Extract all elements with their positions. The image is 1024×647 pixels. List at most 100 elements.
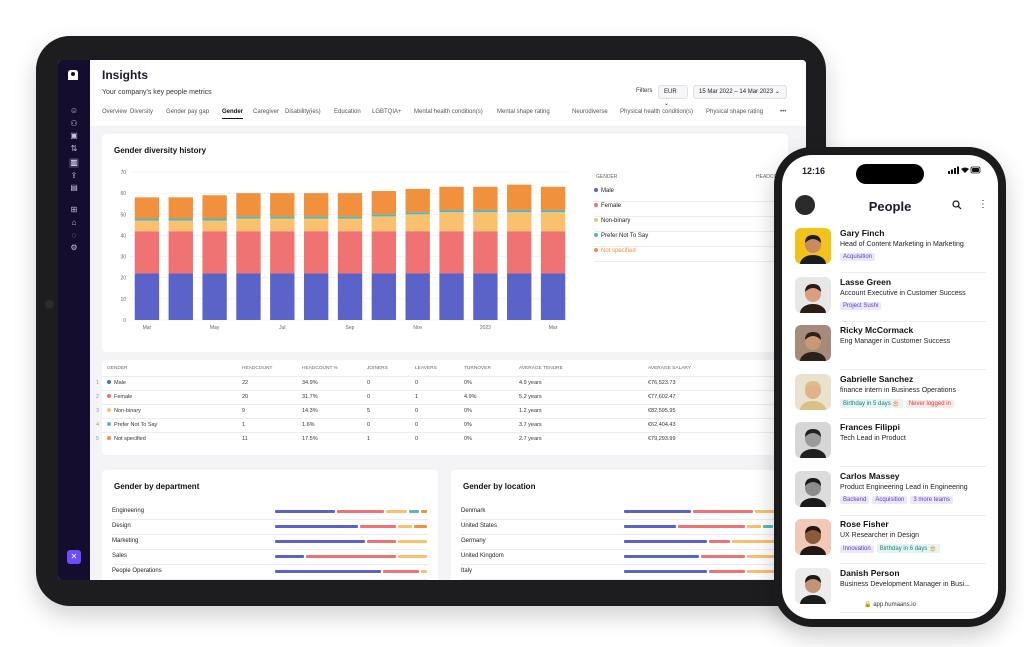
tab-lgbtqia[interactable]: LGBTQIA+: [372, 109, 402, 115]
bar-segment-male[interactable]: [270, 273, 295, 320]
column-header[interactable]: LEAVERS: [415, 366, 437, 371]
bar-segment-prefer-not-to-say[interactable]: [371, 214, 397, 217]
column-header[interactable]: GENDER: [107, 366, 128, 371]
bar-segment-not-specified[interactable]: [405, 188, 430, 213]
date-range-select[interactable]: 15 Mar 2022 – 14 Mar 2023 ⌄: [693, 85, 787, 99]
bar-segment-male[interactable]: [134, 273, 160, 320]
bar-segment-prefer-not-to-say[interactable]: [439, 210, 464, 213]
bar-segment-non-binary[interactable]: [270, 218, 295, 232]
share-bar[interactable]: [623, 525, 777, 528]
person-list-item[interactable]: Gabrielle Sanchez finance intern in Busin…: [782, 371, 998, 419]
url-bar[interactable]: 🔒 app.humaans.io: [864, 602, 916, 608]
document-icon[interactable]: ▤: [70, 183, 78, 192]
bar-segment-not-specified[interactable]: [303, 193, 329, 217]
bar-segment-male[interactable]: [473, 273, 498, 320]
bar-segment-female[interactable]: [270, 231, 295, 274]
bar-segment-not-specified[interactable]: [507, 184, 532, 211]
bar-segment-not-specified[interactable]: [540, 186, 566, 211]
chart-icon[interactable]: ▥: [69, 158, 79, 168]
bar-segment-prefer-not-to-say[interactable]: [202, 218, 227, 221]
column-header[interactable]: AVERAGE SALARY: [648, 366, 692, 371]
person-tag[interactable]: Project Sushi: [840, 301, 882, 310]
people-icon[interactable]: ⚇: [70, 119, 78, 128]
humaans-logo-icon[interactable]: [66, 68, 82, 82]
bar-segment-female[interactable]: [236, 231, 261, 274]
bar-segment-prefer-not-to-say[interactable]: [405, 212, 430, 215]
person-list-item[interactable]: Rose Fisher UX Researcher in Design Innova…: [782, 516, 998, 564]
table-row[interactable]: 5 Not specified 11 17.5% 1 0 0% 2.7 years €79,29…: [96, 432, 802, 445]
bar-segment-prefer-not-to-say[interactable]: [507, 210, 532, 213]
bar-segment-non-binary[interactable]: [134, 220, 160, 232]
bar-segment-prefer-not-to-say[interactable]: [540, 210, 566, 213]
bar-segment-female[interactable]: [303, 231, 329, 274]
bar-segment-non-binary[interactable]: [202, 220, 227, 232]
bar-segment-female[interactable]: [439, 231, 464, 274]
bar-segment-not-specified[interactable]: [371, 191, 397, 215]
table-row[interactable]: 3 Non-binary 9 14.3% 5 0 0% 1.2 years €82,595.95: [96, 404, 802, 417]
bar-segment-prefer-not-to-say[interactable]: [270, 216, 295, 219]
tab-neurodiverse[interactable]: Neurodiverse: [572, 109, 608, 115]
bar-segment-non-binary[interactable]: [439, 212, 464, 232]
bar-segment-prefer-not-to-say[interactable]: [134, 218, 160, 221]
bar-segment-prefer-not-to-say[interactable]: [303, 216, 329, 219]
bar-segment-female[interactable]: [134, 231, 160, 274]
person-icon[interactable]: ☺: [69, 106, 79, 115]
table-row[interactable]: 2 Female 20 31.7% 0 1 4.9% 5.2 years €77,602.47: [96, 390, 802, 403]
person-list-item[interactable]: Carlos Massey Product Engineering Lead in…: [782, 468, 998, 516]
bar-segment-male[interactable]: [303, 273, 329, 320]
bar-segment-male[interactable]: [236, 273, 261, 320]
table-row[interactable]: 4 Prefer Not To Say 1 1.6% 0 0 0% 3.7 years €62,…: [96, 418, 802, 431]
bar-segment-not-specified[interactable]: [202, 195, 227, 219]
bar-segment-male[interactable]: [439, 273, 464, 320]
tab-mental-shape-rating[interactable]: Mental shape rating: [497, 109, 550, 115]
person-tag[interactable]: Acquisition: [872, 495, 908, 504]
bar-segment-non-binary[interactable]: [371, 216, 397, 232]
bar-segment-not-specified[interactable]: [439, 186, 464, 211]
bar-segment-non-binary[interactable]: [337, 218, 363, 232]
tab-education[interactable]: Education: [334, 109, 361, 115]
bar-segment-female[interactable]: [540, 231, 566, 274]
person-list-item[interactable]: Ricky McCormack Eng Manager in Customer S…: [782, 322, 998, 370]
apps-icon[interactable]: ⊞: [70, 205, 78, 214]
bar-segment-prefer-not-to-say[interactable]: [236, 216, 261, 219]
bar-segment-not-specified[interactable]: [270, 193, 295, 217]
more-vertical-icon[interactable]: ⋮: [978, 199, 988, 210]
bar-segment-male[interactable]: [507, 273, 532, 320]
tab-physical-health-condition-s[interactable]: Physical health condition(s): [620, 109, 694, 115]
person-tag[interactable]: Never logged in: [905, 399, 954, 408]
bar-segment-non-binary[interactable]: [540, 212, 566, 232]
bar-segment-female[interactable]: [405, 231, 430, 274]
bar-segment-not-specified[interactable]: [473, 186, 498, 211]
tab-gender-pay-gap[interactable]: Gender pay gap: [166, 109, 210, 115]
column-header[interactable]: TURNOVER: [464, 366, 491, 371]
bar-segment-female[interactable]: [371, 231, 397, 274]
currency-select[interactable]: EUR ⌄: [658, 85, 688, 107]
person-tag[interactable]: Birthday in 6 days 🎂: [876, 544, 940, 553]
share-bar[interactable]: [623, 570, 777, 573]
legend-item[interactable]: Prefer Not To Say: [594, 233, 794, 247]
gift-icon[interactable]: ⌂: [71, 218, 77, 227]
share-bar[interactable]: [274, 525, 428, 528]
search-icon[interactable]: [952, 200, 962, 213]
person-tag[interactable]: Acquisition: [840, 253, 876, 261]
column-header[interactable]: AVERAGE TENURE: [519, 366, 563, 371]
bar-segment-male[interactable]: [337, 273, 363, 320]
tab-diversity[interactable]: Diversity: [130, 109, 154, 115]
bar-segment-non-binary[interactable]: [168, 220, 193, 232]
tab-caregiver[interactable]: Caregiver: [253, 109, 280, 115]
calendar-icon[interactable]: ▣: [70, 131, 78, 140]
bar-segment-non-binary[interactable]: [507, 212, 532, 232]
tab-mental-health-condition-s[interactable]: Mental health condition(s): [414, 109, 483, 115]
settings-icon[interactable]: ⚙: [70, 243, 78, 252]
person-tag[interactable]: 3 more teams: [910, 495, 954, 504]
legend-item[interactable]: Not specified: [594, 248, 794, 262]
person-tag[interactable]: Backend: [840, 495, 870, 504]
bar-segment-not-specified[interactable]: [168, 197, 193, 219]
bar-segment-non-binary[interactable]: [473, 212, 498, 232]
bar-segment-female[interactable]: [473, 231, 498, 274]
person-list-item[interactable]: Lasse Green Account Executive in Customer…: [782, 274, 998, 322]
share-bar[interactable]: [274, 510, 428, 513]
person-tag[interactable]: Birthday in 5 days 🎂: [840, 398, 903, 408]
tab-physical-shape-rating[interactable]: Physical shape rating: [706, 109, 764, 115]
